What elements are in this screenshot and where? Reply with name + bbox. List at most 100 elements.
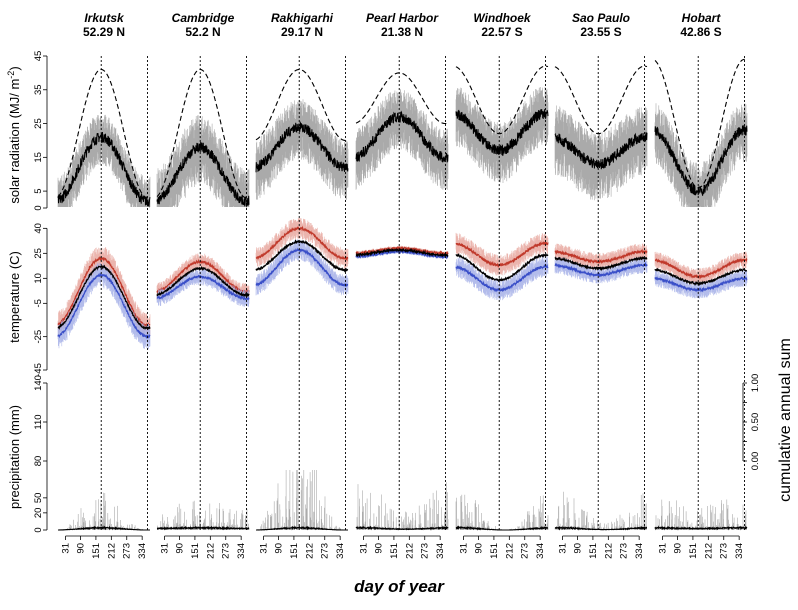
cumulative-tick-label: 1.00 — [750, 374, 761, 393]
temperature-mean-line — [554, 255, 648, 272]
x-tick-label: 212 — [106, 543, 117, 559]
temperature-max-line — [455, 240, 549, 269]
site-name: Rakhigarhi — [271, 11, 334, 25]
x-tick-label: 90 — [273, 543, 284, 554]
x-tick-label: 212 — [404, 543, 415, 559]
radiation-clear-sky-line — [455, 65, 549, 135]
x-tick-label: 273 — [122, 543, 133, 559]
ylabel-radiation: solar radiation (MJ/ m-2) — [6, 66, 22, 203]
temperature-min-line — [255, 247, 349, 287]
radiation-clear-sky-line — [654, 58, 748, 189]
mean-precipitation-line — [654, 525, 748, 531]
x-tick-label: 31 — [61, 543, 72, 554]
temperature-mean-line — [355, 247, 449, 258]
radiation-mean-line — [57, 131, 151, 208]
site-latitude: 21.38 N — [381, 25, 423, 39]
x-tick-label: 151 — [91, 543, 102, 559]
cumulative-tick-label: 0.50 — [750, 413, 761, 432]
x-tick-label: 334 — [634, 543, 645, 559]
x-tick-label: 212 — [304, 543, 315, 559]
temperature-min-line — [654, 276, 748, 293]
site-name: Irkutsk — [84, 11, 125, 25]
temperature-max-line — [355, 245, 449, 256]
radiation-mean-line — [455, 109, 549, 157]
temperature-mean-line — [255, 239, 349, 273]
temperature-min-line — [554, 262, 648, 278]
temperature-tick-label: 10 — [33, 273, 44, 284]
temperature-tick-label: 40 — [33, 223, 44, 234]
daily-precipitation-bars — [256, 470, 348, 530]
temperature-max-line — [156, 258, 250, 295]
radiation-clear-sky-line — [554, 65, 648, 135]
temperature-mean-line — [156, 265, 250, 298]
radiation-mean-line — [554, 132, 648, 170]
site-column-cambridge — [156, 56, 250, 531]
temperature-min-line — [455, 263, 549, 293]
ylabel-temperature: temperature (C) — [7, 251, 22, 343]
ylabel-cumulative: cumulative annual sum — [777, 338, 794, 502]
radiation-mean-line — [156, 141, 250, 208]
radiation-tick-label: 5 — [33, 188, 44, 193]
bottom-axes: 31 90 151 212 273 334 31 90 151 212 273 334 31 90 151 2… — [61, 535, 745, 559]
x-tick-label: 90 — [473, 543, 484, 554]
x-tick-label: 90 — [174, 543, 185, 554]
x-tick-label: 273 — [420, 543, 431, 559]
radiation-tick-label: 25 — [33, 118, 44, 129]
left-axes: 0 5 15 25 35 45 -45 -25 -5 10 25 40 0 20 50 80 110 140 — [33, 51, 48, 533]
site-latitude: 23.55 S — [580, 25, 621, 39]
x-tick-label: 212 — [703, 543, 714, 559]
radiation-tick-label: 35 — [33, 84, 44, 95]
x-tick-label: 151 — [190, 543, 201, 559]
temperature-max-line — [255, 225, 349, 262]
radiation-clear-sky-line — [156, 68, 250, 199]
x-tick-label: 151 — [489, 543, 500, 559]
x-tick-label: 212 — [603, 543, 614, 559]
site-latitude: 42.86 S — [680, 25, 721, 39]
x-tick-label: 31 — [259, 543, 270, 554]
x-tick-label: 212 — [504, 543, 515, 559]
radiation-range-band — [455, 86, 549, 183]
mean-precipitation-line — [58, 525, 150, 531]
daily-precipitation-bars — [356, 482, 449, 530]
temperature-min-line — [57, 272, 151, 339]
site-panels — [57, 56, 748, 531]
site-column-windhoek — [455, 56, 549, 531]
precipitation-tick-label: 140 — [33, 375, 44, 391]
x-tick-label: 151 — [588, 543, 599, 559]
x-tick-label: 151 — [389, 543, 400, 559]
daily-precipitation-bars — [554, 491, 647, 530]
x-tick-label: 212 — [205, 543, 216, 559]
radiation-mean-line — [654, 124, 748, 197]
x-tick-label: 334 — [236, 543, 247, 559]
x-tick-label: 151 — [289, 543, 300, 559]
radiation-range-band — [255, 99, 349, 200]
temperature-tick-label: 25 — [33, 248, 44, 259]
radiation-range-band — [554, 105, 648, 201]
radiation-clear-sky-line — [255, 68, 349, 141]
temperature-mean-line — [654, 267, 748, 287]
x-tick-label: 334 — [335, 543, 346, 559]
site-column-irkutsk — [57, 56, 151, 531]
x-tick-label: 273 — [719, 543, 730, 559]
radiation-mean-line — [255, 121, 349, 173]
temperature-min-line — [156, 275, 250, 301]
x-tick-label: 334 — [435, 543, 446, 559]
radiation-range-band — [355, 89, 449, 190]
x-tick-label: 31 — [459, 543, 470, 554]
x-tick-label: 151 — [688, 543, 699, 559]
x-tick-label: 273 — [320, 543, 331, 559]
site-name: Hobart — [682, 11, 722, 25]
x-tick-label: 90 — [672, 543, 683, 554]
site-column-hobart — [654, 56, 748, 531]
site-column-rakhigarhi — [255, 56, 349, 531]
x-tick-label: 273 — [221, 543, 232, 559]
radiation-tick-label: 45 — [33, 51, 44, 62]
site-name: Cambridge — [172, 11, 235, 25]
x-tick-label: 31 — [658, 543, 669, 554]
cumulative-tick-label: 0.00 — [750, 452, 761, 471]
radiation-tick-label: 15 — [33, 152, 44, 163]
site-column-pearl-harbor — [355, 56, 449, 531]
x-tick-label: 90 — [373, 543, 384, 554]
temperature-mean-line — [57, 264, 151, 331]
x-tick-label: 31 — [558, 543, 569, 554]
